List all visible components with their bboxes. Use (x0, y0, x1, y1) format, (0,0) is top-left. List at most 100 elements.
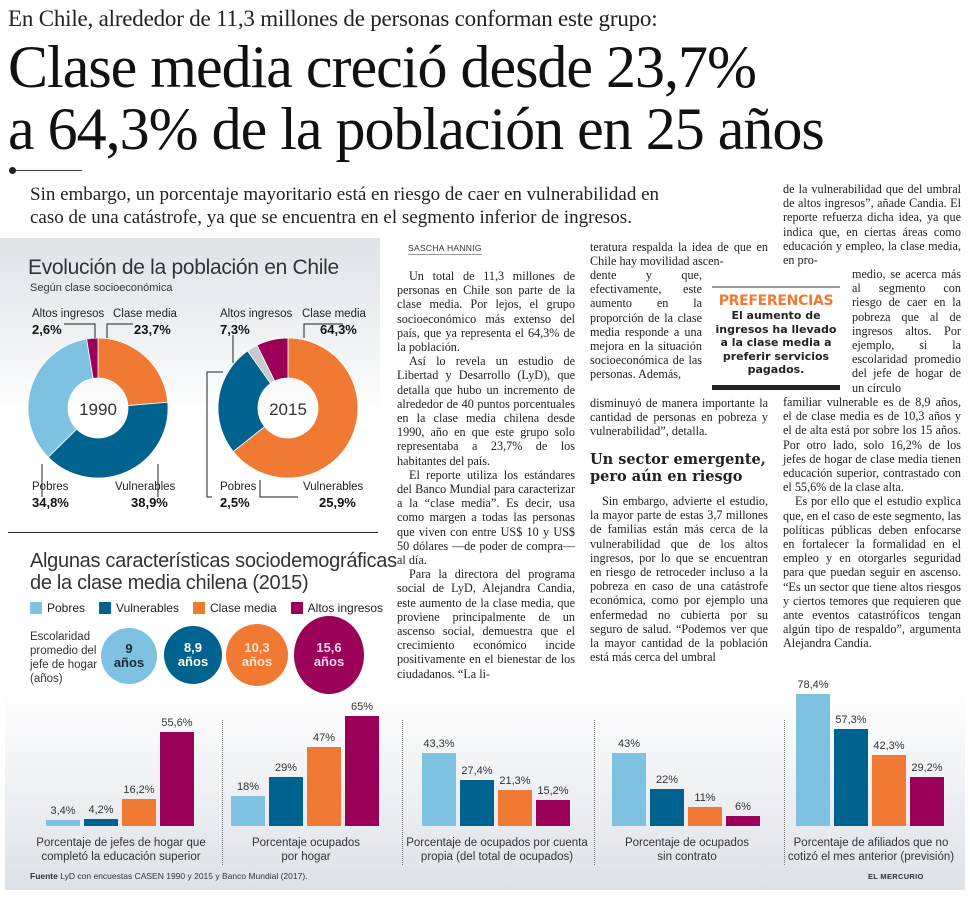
leader-pobres-2015 (206, 371, 223, 498)
characteristics-title-line-2: de la clase media chilena (2015) (30, 572, 309, 594)
caption-line: Porcentaje de ocupados por cuenta (406, 837, 588, 849)
donut-section-title: Evolución de la población en Chile (28, 256, 339, 279)
bar-value-label: 22% (655, 773, 679, 786)
schooling-circle-clase-media: 10,3 años (226, 624, 288, 686)
bar-value-label: 21,3% (499, 775, 531, 788)
label-altos-1990: Altos ingresos (32, 308, 105, 320)
bar-vulnerables (834, 729, 868, 826)
bar-pobres (422, 752, 456, 826)
legend-item-pobres: Pobres (30, 601, 85, 615)
bar-clase-media (498, 790, 532, 826)
schooling-value: 10,3 (244, 640, 270, 655)
donut-slice-altos-ingresos (86, 337, 99, 379)
donut-charts: 1990 2015 (27, 323, 359, 498)
paragraph: El reporte utiliza los estándares del Ba… (397, 467, 575, 568)
bar-altos-ingresos (726, 815, 760, 826)
pullquote-rule-bottom (712, 384, 840, 390)
bar-vulnerables (460, 779, 494, 826)
legend-swatch (30, 602, 42, 614)
paragraph: teratura respalda la idea de que en Chil… (590, 240, 768, 269)
bar-value-label: 18% (236, 780, 260, 793)
value-altos-1990: 2,6% (32, 322, 62, 337)
schooling-unit: años (313, 654, 345, 669)
label-media-1990: Clase media (113, 308, 177, 320)
bar-value-label: 16,2% (123, 783, 155, 796)
paragraph: de la vulnerabilidad que del umbral de a… (783, 182, 961, 268)
value-pobres-1990: 34,8% (32, 495, 69, 510)
schooling-value: 15,6 (316, 640, 342, 655)
paragraph: familiar vulnerable es de 8,9 años, el d… (783, 395, 961, 495)
donut-2015 (217, 337, 359, 479)
schooling-unit: años (177, 654, 209, 669)
subhead-line: Un sector emergente, (590, 451, 766, 468)
leader-media-1990 (106, 323, 133, 338)
leader-altos-1990 (64, 323, 96, 338)
value-pobres-2015: 2,5% (220, 495, 250, 510)
donut-slice-vulnerables (47, 401, 169, 479)
bar-value-label: 43,3% (423, 737, 455, 750)
pullquote-title: PREFERENCIAS (718, 293, 834, 309)
article-column-2-top: teratura respalda la idea de que en Chil… (590, 240, 768, 268)
schooling-circle-vulnerables: 8,9 años (164, 626, 222, 684)
paragraph: Así lo revela un estudio de Libertad y D… (397, 354, 575, 468)
article-column-3-rest: familiar vulnerable es de 8,9 años, el d… (783, 395, 961, 651)
legend-label: Altos ingresos (307, 601, 384, 615)
donut-center-2015: 2015 (269, 400, 307, 419)
subhead: Un sector emergente, pero aún en riesgo (590, 451, 766, 485)
bar-pobres (796, 693, 830, 826)
donut-slice-clase-media (232, 337, 359, 479)
bar-vulnerables (650, 788, 684, 826)
bar-value-label: 29,2% (911, 761, 943, 774)
headline-line-2: a 64,3% de la población en 25 años (8, 96, 825, 162)
characteristics-title-line-1: Algunas características sociodemográfica… (30, 550, 397, 572)
donut-slice-vulnerables (217, 350, 272, 453)
bar-value-label: 4,2% (88, 803, 114, 816)
leader-media-2015 (303, 323, 343, 338)
legend: Pobres Vulnerables Clase media Altos ing… (30, 601, 383, 615)
caption-line: completó la educación superior (41, 851, 201, 863)
donut-1990 (27, 337, 169, 479)
legend-swatch (99, 602, 112, 614)
bar-value-label: 29% (274, 762, 298, 775)
caption-line: Porcentaje de jefes de hogar que (36, 837, 206, 849)
label-media-2015: Clase media (302, 308, 366, 320)
bar-pobres (612, 753, 646, 826)
source-note: Fuente LyD con encuestas CASEN 1990 y 20… (30, 871, 308, 881)
schooling-value: 9 (125, 641, 133, 656)
bar-value-label: 65% (350, 701, 374, 714)
paragraph: medio, se acerca más al segmento con rie… (852, 267, 961, 395)
bar-value-label: 43% (617, 738, 641, 751)
schooling-label-line: promedio del (30, 645, 97, 657)
value-media-1990: 23,7% (134, 322, 171, 337)
panel-separator (402, 720, 403, 865)
article-column-3-narrow: medio, se acerca más al segmento con rie… (852, 267, 961, 395)
bar-chart-caption: Porcentaje de jefes de hogar que completó… (24, 836, 218, 864)
schooling-value: 8,9 (183, 640, 203, 655)
paragraph: Para la directora del programa social de… (397, 567, 575, 681)
deck: Sin embargo, un porcentaje mayoritario e… (30, 183, 760, 229)
bar-value-label: 78,4% (797, 678, 829, 691)
legend-item-clase-media: Clase media (192, 601, 277, 615)
value-altos-2015: 7,3% (220, 322, 250, 337)
paragraph: dente y que, efectivamente, este aumento… (590, 268, 702, 382)
panel-separator (784, 720, 785, 865)
donut-section-subtitle: Según clase socioeconómica (30, 282, 173, 294)
subhead-line: pero aún en riesgo (590, 468, 743, 485)
donut-slice-clase-media (97, 337, 169, 406)
bar-clase-media (872, 754, 906, 826)
legend-item-vulnerables: Vulnerables (99, 601, 179, 615)
kicker: En Chile, alrededor de 11,3 millones de … (8, 6, 658, 31)
bar-value-label: 47% (312, 731, 336, 744)
panel-separator (594, 720, 595, 865)
bar-value-label: 3,4% (50, 805, 76, 818)
value-vuln-1990: 38,9% (131, 495, 168, 510)
deck-line-1: Sin embargo, un porcentaje mayoritario e… (30, 184, 660, 205)
label-altos-2015: Altos ingresos (220, 308, 293, 320)
bar-altos-ingresos (160, 732, 194, 826)
source-text: LyD con encuestas CASEN 1990 y 2015 y Ba… (57, 871, 308, 881)
bar-value-label: 27,4% (461, 764, 493, 777)
source-label: Fuente (30, 871, 58, 881)
leader-lines (41, 323, 343, 498)
article-column-2-narrow: dente y que, efectivamente, este aumento… (590, 268, 702, 382)
legend-label: Clase media (209, 601, 277, 615)
